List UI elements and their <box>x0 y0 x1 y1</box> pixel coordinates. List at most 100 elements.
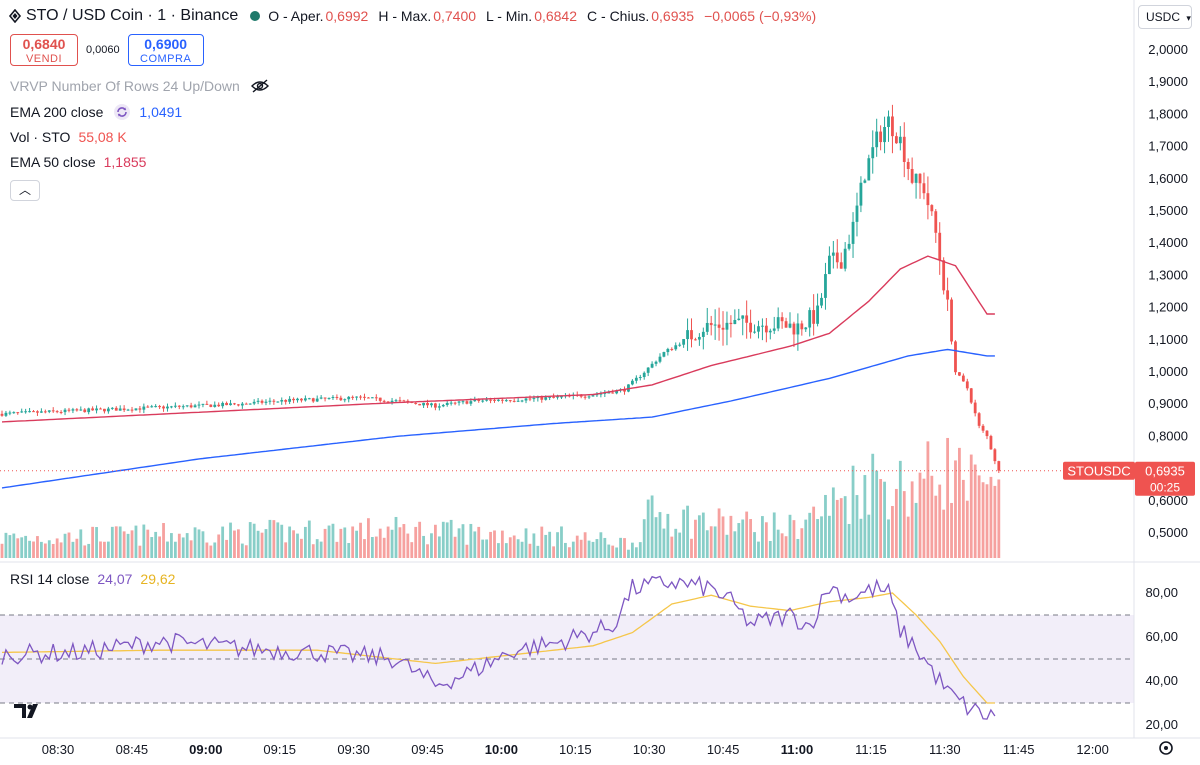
candle <box>954 341 957 373</box>
tradingview-logo-icon <box>14 704 38 718</box>
volume-bar <box>828 515 831 558</box>
candle <box>24 411 28 413</box>
volume-bar <box>233 530 236 558</box>
volume-bar <box>130 530 134 558</box>
candle <box>363 396 366 398</box>
logo-part <box>14 704 26 718</box>
candle <box>642 372 646 378</box>
volume-bar <box>477 526 481 558</box>
candle <box>276 401 280 403</box>
candle <box>910 168 914 183</box>
candle <box>784 321 788 328</box>
low-label: L - Min. <box>486 8 533 24</box>
candle <box>772 328 776 331</box>
volume-bar <box>339 528 343 558</box>
volume-bar <box>780 533 784 558</box>
volume-bar <box>516 539 520 558</box>
volume-bar <box>166 541 169 558</box>
candle <box>804 327 808 330</box>
volume-bar <box>548 531 552 558</box>
eye-hidden-icon[interactable] <box>250 79 270 93</box>
candle <box>103 408 106 412</box>
spread-value: 0,0060 <box>86 44 120 56</box>
candle <box>91 408 95 411</box>
candle <box>579 394 583 397</box>
price-tick-label: 0,6000 <box>1148 493 1188 508</box>
volume-bar <box>831 487 835 558</box>
settings-icon[interactable] <box>1159 741 1173 755</box>
candle <box>528 398 532 400</box>
buy-button[interactable]: 0,6900 COMPRA <box>127 34 204 66</box>
candle <box>461 401 465 403</box>
volume-bar <box>83 545 87 558</box>
volume-bar <box>28 540 31 558</box>
volume-bar <box>47 540 51 558</box>
volume-bar <box>252 523 256 558</box>
volume-legend[interactable]: Vol · STO 55,08 K <box>10 129 127 145</box>
candle <box>453 402 457 404</box>
candle <box>843 248 847 269</box>
candle <box>737 318 741 320</box>
ema200-line <box>1 348 995 489</box>
symbol-title[interactable]: STO / USD Coin · 1 · Binance <box>26 7 239 24</box>
volume-bar <box>997 479 1001 558</box>
symbol-logo-icon <box>8 9 22 23</box>
candle <box>540 396 544 400</box>
candle <box>315 398 319 402</box>
refresh-icon[interactable] <box>113 103 131 121</box>
candle <box>891 116 894 137</box>
volume-bar <box>674 528 678 558</box>
candle <box>307 398 311 400</box>
volume-bar <box>292 530 295 558</box>
candle <box>634 377 638 381</box>
rsi-legend[interactable]: RSI 14 close 24,07 29,62 <box>10 571 175 587</box>
candle <box>418 403 422 406</box>
volume-bar <box>930 475 934 558</box>
time-tick-label: 10:30 <box>633 742 666 757</box>
ema200-legend[interactable]: EMA 200 close 1,0491 <box>10 103 182 121</box>
volume-bar <box>300 538 303 558</box>
volume-bar <box>410 542 414 558</box>
time-tick-label: 12:00 <box>1076 742 1109 757</box>
volume-bar <box>800 528 804 558</box>
volume-bar <box>619 537 622 558</box>
volume-bar <box>114 526 118 558</box>
candle <box>430 403 433 406</box>
volume-bar <box>910 481 914 558</box>
candle <box>331 396 335 398</box>
candle <box>434 403 437 408</box>
sell-button[interactable]: 0,6840 VENDI <box>10 34 78 66</box>
volume-bar <box>863 475 867 558</box>
volume-bar <box>221 526 225 558</box>
volume-bar <box>24 535 28 558</box>
candle <box>201 403 205 405</box>
volume-bar <box>512 535 516 558</box>
candle <box>922 183 926 194</box>
collapse-legend-button[interactable]: ︿ <box>10 180 40 201</box>
candle <box>859 182 863 206</box>
volume-bar <box>879 479 883 558</box>
volume-bar <box>958 447 961 558</box>
candle <box>189 405 193 408</box>
candle <box>374 397 378 399</box>
currency-select[interactable]: USDC ▾ <box>1138 5 1192 29</box>
volume-bar <box>331 523 335 558</box>
candle <box>217 404 221 407</box>
volume-bar <box>32 541 35 558</box>
candle <box>694 339 697 341</box>
time-tick-label: 10:15 <box>559 742 592 757</box>
vrvp-legend[interactable]: VRVP Number Of Rows 24 Up/Down <box>10 78 270 94</box>
candle <box>465 401 469 404</box>
volume-bar <box>422 535 425 558</box>
candle <box>544 397 548 400</box>
volume-bar <box>784 536 788 558</box>
candle <box>343 399 347 401</box>
volume-bar <box>638 542 642 558</box>
volume-bar <box>571 541 575 558</box>
candle <box>701 331 705 337</box>
volume-bar <box>390 529 394 558</box>
ema50-value: 1,1855 <box>103 154 147 170</box>
rsi-tick-label: 40,00 <box>1145 673 1178 688</box>
ema50-legend[interactable]: EMA 50 close 1,1855 <box>10 154 146 170</box>
